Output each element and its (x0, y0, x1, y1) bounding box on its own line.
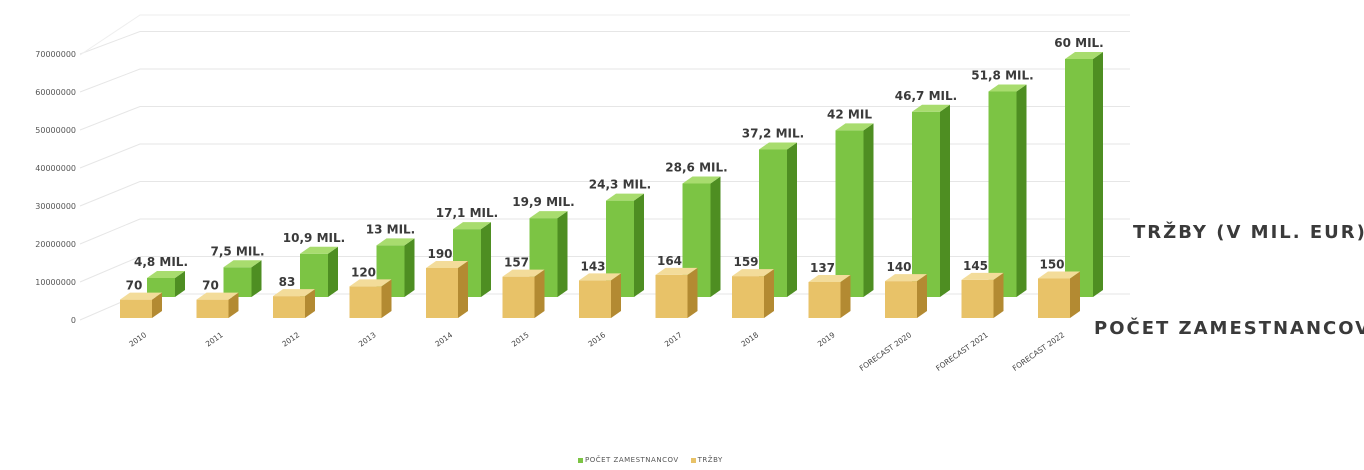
x-tick-label: 2010 (127, 330, 148, 348)
revenue-data-label: 13 MIL. (366, 222, 416, 236)
gridline (79, 14, 1130, 56)
x-tick-label: FORECAST 2020 (858, 330, 914, 373)
employees-data-label: 140 (886, 260, 911, 274)
employees-data-label: 145 (963, 259, 988, 273)
employees-bar (349, 279, 392, 318)
revenue-bar (835, 123, 874, 298)
employees-bar (1038, 271, 1080, 318)
x-tick-label: 2019 (816, 330, 837, 348)
revenue-data-label: 17,1 MIL. (436, 206, 498, 220)
gridline (79, 31, 1130, 55)
x-tick-label: 2013 (357, 330, 378, 348)
revenue-data-label: 7,5 MIL. (210, 244, 264, 258)
employees-bar (655, 267, 698, 318)
x-tick-label: 2017 (663, 330, 684, 348)
legend-item-pocet: POČET ZAMESTNANCOV (578, 456, 679, 464)
employees-bar (885, 274, 927, 318)
employees-bar (579, 273, 621, 318)
revenue-data-label: 42 MIL (827, 107, 872, 121)
x-tick-label: 2011 (204, 330, 225, 348)
gridline (79, 181, 1130, 207)
legend-item-trzby: TRŽBY (690, 456, 723, 464)
revenue-bar (223, 260, 262, 297)
revenue-bar (912, 104, 950, 297)
employees-bar (426, 261, 468, 318)
employees-bar (732, 269, 774, 318)
employees-data-label: 70 (126, 279, 143, 293)
revenue-data-label: 46,7 MIL. (895, 89, 957, 103)
gridline (79, 143, 1130, 169)
employees-data-label: 137 (810, 261, 835, 275)
y-tick-label: 0 (71, 316, 76, 325)
gridline (79, 218, 1130, 245)
employees-data-label: 190 (427, 247, 452, 261)
employees-data-label: 157 (504, 256, 529, 270)
employees-bar (273, 289, 315, 318)
employees-data-label: 164 (657, 254, 682, 268)
employees-bar (961, 272, 1004, 318)
revenue-data-label: 60 MIL. (1054, 36, 1104, 50)
x-tick-label: FORECAST 2022 (1011, 330, 1067, 373)
revenue-bar (1065, 52, 1103, 297)
y-tick-label: 40000000 (35, 164, 76, 173)
y-tick-label: 70000000 (35, 50, 76, 59)
y-tick-label: 30000000 (35, 202, 76, 211)
employees-data-label: 143 (580, 259, 605, 273)
employees-bar (196, 292, 239, 318)
x-tick-label: 2016 (586, 330, 607, 348)
gridline (79, 256, 1130, 283)
series-label-pocet: POČET ZAMESTNANCOV (1094, 318, 1364, 339)
x-tick-label: 2014 (433, 330, 454, 348)
revenue-bar (300, 246, 338, 297)
x-tick-label: 2012 (280, 330, 301, 348)
x-tick-label: FORECAST 2021 (934, 330, 990, 373)
employees-bar (120, 292, 162, 318)
revenue-data-label: 24,3 MIL. (589, 178, 651, 192)
gridline (79, 106, 1130, 131)
employees-bar (502, 269, 545, 318)
employees-data-label: 150 (1039, 258, 1064, 272)
employees-data-label: 83 (279, 275, 296, 289)
revenue-data-label: 4,8 MIL. (134, 255, 188, 269)
series-label-trzby: TRŽBY (V MIL. EUR) (1133, 222, 1364, 243)
employees-data-label: 159 (733, 255, 758, 269)
employees-bar (808, 274, 851, 318)
revenue-bar (606, 193, 644, 297)
y-tick-label: 10000000 (35, 278, 76, 287)
legend: POČET ZAMESTNANCOV TRŽBY (578, 456, 723, 464)
revenue-data-label: 10,9 MIL. (283, 231, 345, 245)
revenue-bar (988, 84, 1027, 297)
y-tick-label: 20000000 (35, 240, 76, 249)
revenue-data-label: 37,2 MIL. (742, 126, 804, 140)
y-tick-label: 60000000 (35, 88, 76, 97)
revenue-bar (682, 176, 721, 297)
employees-data-label: 70 (202, 279, 219, 293)
revenue-bar (376, 238, 415, 297)
gridline (79, 68, 1130, 93)
employees-data-label: 120 (351, 265, 376, 279)
revenue-data-label: 19,9 MIL. (512, 195, 574, 209)
revenue-bar (147, 270, 185, 297)
revenue-data-label: 51,8 MIL. (971, 69, 1033, 83)
x-tick-label: 2018 (739, 330, 760, 348)
y-tick-label: 50000000 (35, 126, 76, 135)
revenue-data-label: 28,6 MIL. (665, 161, 727, 175)
x-tick-label: 2015 (510, 330, 531, 348)
revenue-bar (759, 142, 797, 297)
